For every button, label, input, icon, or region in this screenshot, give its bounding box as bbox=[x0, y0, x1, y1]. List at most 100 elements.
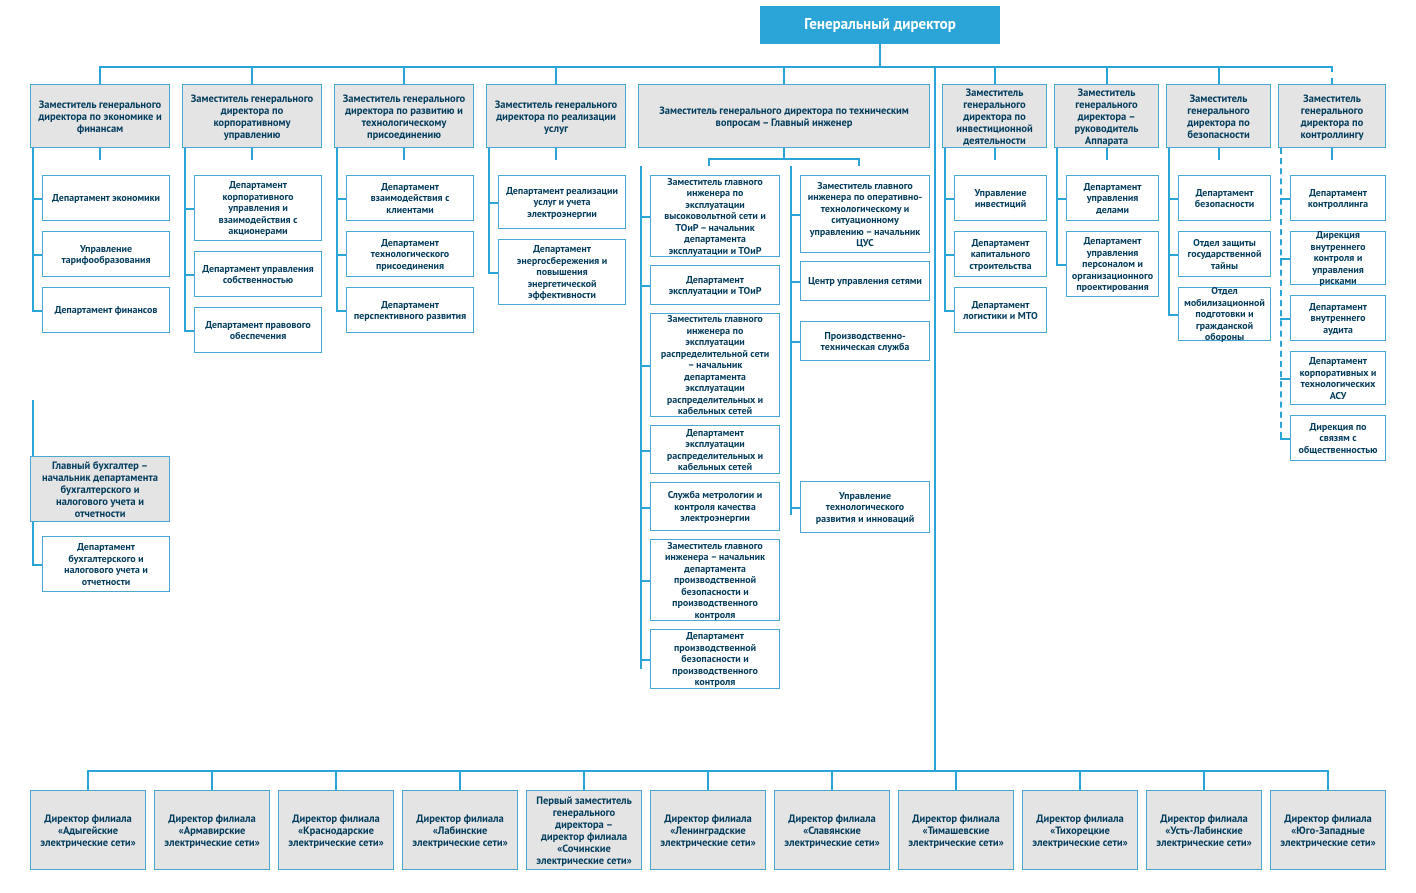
branch-6: Директор филиала «Славянские электрическ… bbox=[774, 790, 890, 870]
connector bbox=[1280, 148, 1282, 438]
dept-8-4: Дирекция по связям с общественностью bbox=[1290, 415, 1386, 461]
connector bbox=[555, 66, 557, 84]
column-header-7: Заместитель генерального директора по бе… bbox=[1166, 84, 1271, 148]
dept-8-2: Департамент внутреннего аудита bbox=[1290, 295, 1386, 341]
branch-8: Директор филиала «Тихорецкие электрическ… bbox=[1022, 790, 1138, 870]
eng-right-0: Заместитель главного инженера по операти… bbox=[800, 175, 930, 253]
connector bbox=[783, 66, 785, 84]
connector bbox=[1280, 438, 1290, 440]
column-header-1: Заместитель генерального директора по ко… bbox=[182, 84, 322, 148]
dept-5-0: Управление инвестиций bbox=[954, 175, 1047, 221]
connector bbox=[1218, 66, 1220, 84]
connector bbox=[1106, 148, 1108, 160]
dept-7-0: Департамент безопасности bbox=[1178, 175, 1271, 221]
connector bbox=[211, 770, 213, 790]
connector bbox=[783, 148, 785, 158]
connector bbox=[879, 44, 881, 66]
dept-6-0: Департамент управления делами bbox=[1066, 175, 1159, 221]
connector bbox=[708, 158, 710, 166]
connector bbox=[99, 148, 101, 160]
connector bbox=[336, 310, 346, 312]
branch-7: Директор филиала «Тимашевские электричес… bbox=[898, 790, 1014, 870]
connector bbox=[944, 310, 954, 312]
chief-accountant-head: Главный бухгалтер – начальник департамен… bbox=[30, 456, 170, 522]
eng-right-2: Производственно-техническая служба bbox=[800, 321, 930, 361]
connector bbox=[1106, 66, 1108, 84]
connector bbox=[583, 770, 585, 790]
dept-1-1: Департамент управления собственностью bbox=[194, 251, 322, 297]
connector bbox=[32, 310, 42, 312]
connector bbox=[184, 330, 194, 332]
column-header-0: Заместитель генерального директора по эк… bbox=[30, 84, 170, 148]
branch-5: Директор филиала «Ленинградские электрич… bbox=[650, 790, 766, 870]
connector bbox=[555, 148, 557, 160]
dept-8-1: Дирекция внутреннего контроля и управлен… bbox=[1290, 231, 1386, 285]
dept-0-1: Управление тарифообразования bbox=[42, 231, 170, 277]
dept-0-0: Департамент экономики bbox=[42, 175, 170, 221]
dept-2-0: Департамент взаимодействия с клиентами bbox=[346, 175, 474, 221]
connector bbox=[100, 66, 1332, 68]
connector bbox=[944, 148, 946, 310]
connector bbox=[32, 400, 34, 456]
connector bbox=[994, 148, 996, 160]
branch-1: Директор филиала «Армавирские электричес… bbox=[154, 790, 270, 870]
branch-3: Директор филиала «Лабинские электрически… bbox=[402, 790, 518, 870]
branch-10: Директор филиала «Юго-Западные электриче… bbox=[1270, 790, 1386, 870]
connector bbox=[1331, 148, 1333, 160]
eng-left-2: Заместитель главного инженера по эксплуа… bbox=[650, 313, 780, 417]
connector bbox=[1168, 314, 1178, 316]
connector bbox=[1327, 770, 1329, 790]
eng-left-0: Заместитель главного инженера по эксплуа… bbox=[650, 175, 780, 257]
column-header-6: Заместитель генерального директора – рук… bbox=[1054, 84, 1159, 148]
connector bbox=[488, 148, 490, 272]
connector bbox=[32, 522, 34, 564]
connector bbox=[831, 770, 833, 790]
dept-5-1: Департамент капитального строительства bbox=[954, 231, 1047, 277]
connector bbox=[1056, 264, 1066, 266]
dept-8-3: Департамент корпоративных и технологичес… bbox=[1290, 351, 1386, 405]
connector bbox=[1079, 770, 1081, 790]
eng-left-4: Служба метрологии и контроля качества эл… bbox=[650, 482, 780, 531]
dept-7-2: Отдел мобилизационной подготовки и гражд… bbox=[1178, 287, 1271, 341]
root-general-director: Генеральный директор bbox=[760, 6, 1000, 44]
connector bbox=[934, 66, 936, 770]
branch-2: Директор филиала «Краснодарские электрич… bbox=[278, 790, 394, 870]
connector bbox=[790, 166, 792, 515]
eng-right-1: Центр управления сетями bbox=[800, 261, 930, 301]
dept-2-2: Департамент перспективного развития bbox=[346, 287, 474, 333]
eng-left-6: Департамент производственной безопасност… bbox=[650, 629, 780, 689]
connector bbox=[640, 166, 642, 669]
connector bbox=[32, 148, 34, 310]
dept-1-0: Департамент корпоративного управления и … bbox=[194, 175, 322, 241]
column-header-8: Заместитель генерального директора по ко… bbox=[1278, 84, 1386, 148]
column-header-2: Заместитель генерального директора по ра… bbox=[334, 84, 474, 148]
dept-6-1: Департамент управления персоналом и орга… bbox=[1066, 231, 1159, 297]
connector bbox=[994, 66, 996, 84]
column-header-4: Заместитель генерального директора по те… bbox=[638, 84, 930, 148]
column-header-3: Заместитель генерального директора по ре… bbox=[486, 84, 626, 148]
connector bbox=[488, 272, 498, 274]
connector bbox=[251, 148, 253, 160]
dept-1-2: Департамент правового обеспечения bbox=[194, 307, 322, 353]
branch-9: Директор филиала «Усть-Лабинские электри… bbox=[1146, 790, 1262, 870]
dept-3-1: Департамент энергосбережения и повышения… bbox=[498, 239, 626, 305]
eng-right-3: Управление технологического развития и и… bbox=[800, 481, 930, 533]
eng-left-3: Департамент эксплуатации распределительн… bbox=[650, 425, 780, 474]
connector bbox=[955, 770, 957, 790]
dept-2-1: Департамент технологического присоединен… bbox=[346, 231, 474, 277]
connector bbox=[87, 770, 89, 790]
dept-0-2: Департамент финансов bbox=[42, 287, 170, 333]
dept-3-0: Департамент реализации услуг и учета эле… bbox=[498, 175, 626, 229]
branch-0: Директор филиала «Адыгейские электрическ… bbox=[30, 790, 146, 870]
connector bbox=[403, 148, 405, 160]
connector bbox=[1168, 148, 1170, 314]
connector bbox=[709, 158, 859, 160]
connector bbox=[403, 66, 405, 84]
connector bbox=[251, 66, 253, 84]
dept-8-0: Департамент контроллинга bbox=[1290, 175, 1386, 221]
connector bbox=[858, 158, 860, 166]
branch-4: Первый заместитель генерального директор… bbox=[526, 790, 642, 870]
connector bbox=[1218, 148, 1220, 160]
connector bbox=[1331, 66, 1333, 84]
dept-7-1: Отдел защиты государственной тайны bbox=[1178, 231, 1271, 277]
